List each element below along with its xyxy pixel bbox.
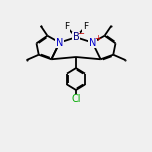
Text: F: F xyxy=(64,22,69,31)
Text: Cl: Cl xyxy=(71,94,81,104)
Text: N: N xyxy=(56,38,63,48)
Text: F: F xyxy=(83,22,88,31)
Text: N: N xyxy=(89,38,96,48)
Text: −: − xyxy=(77,29,84,38)
Text: +: + xyxy=(94,34,101,43)
Text: B: B xyxy=(73,32,79,42)
